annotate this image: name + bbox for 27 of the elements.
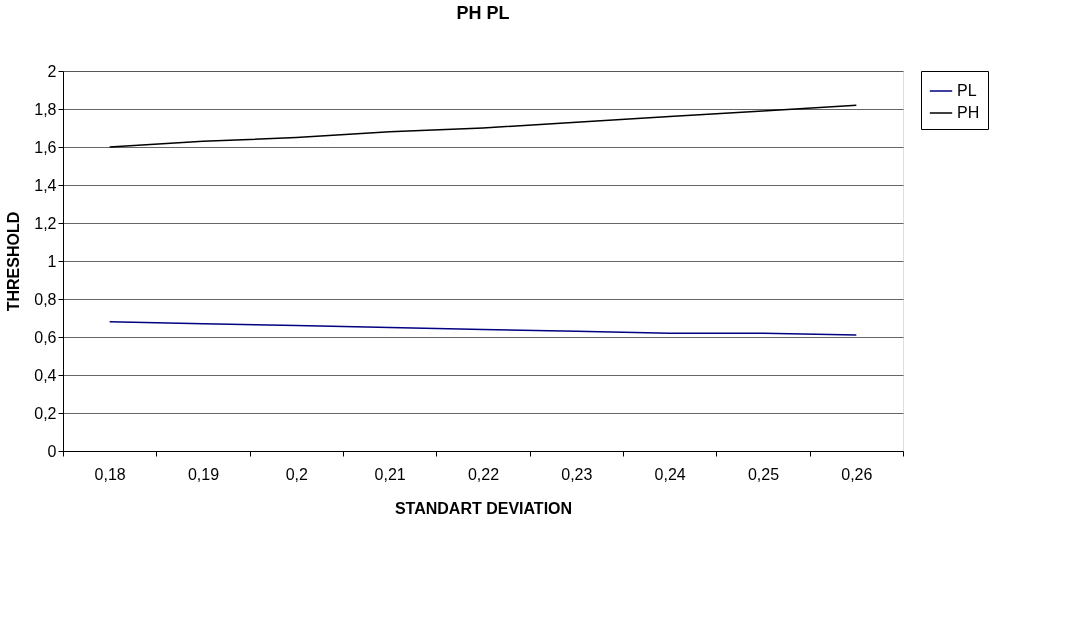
y-tick-label: 0,4: [34, 366, 57, 384]
x-tick-label: 0,25: [747, 465, 780, 483]
chart-title: PH PL: [456, 3, 510, 23]
y-tick-label: 1,6: [34, 138, 57, 156]
y-tick-label: 1,4: [34, 176, 57, 194]
x-tick-label: 0,23: [561, 465, 593, 483]
x-tick-label: 0,26: [841, 465, 873, 483]
line-series: [108, 104, 858, 148]
y-tick-label: 0,6: [34, 328, 57, 346]
y-tick-label: 0: [47, 442, 57, 460]
x-tick-label: 0,18: [94, 465, 126, 483]
legend-label: PH: [957, 104, 980, 121]
x-axis-title: STANDART DEVIATION: [394, 499, 573, 517]
x-tick-label: 0,19: [187, 465, 220, 483]
x-tick-label: 0,22: [467, 465, 500, 483]
line-series: [108, 321, 858, 336]
x-tick-label: 0,2: [285, 465, 309, 483]
y-tick-label: 0,2: [34, 404, 57, 422]
y-tick-label: 2: [47, 62, 57, 80]
x-tick-label: 0,21: [374, 465, 406, 483]
x-tick-label: 0,24: [654, 465, 686, 483]
legend-label: PL: [957, 82, 977, 99]
y-tick-label: 1,2: [34, 214, 57, 232]
y-tick-label: 1,8: [34, 100, 57, 118]
y-tick-label: 0,8: [34, 290, 57, 308]
y-tick-label: 1: [47, 252, 57, 270]
y-axis-title: THRESHOLD: [5, 211, 23, 312]
